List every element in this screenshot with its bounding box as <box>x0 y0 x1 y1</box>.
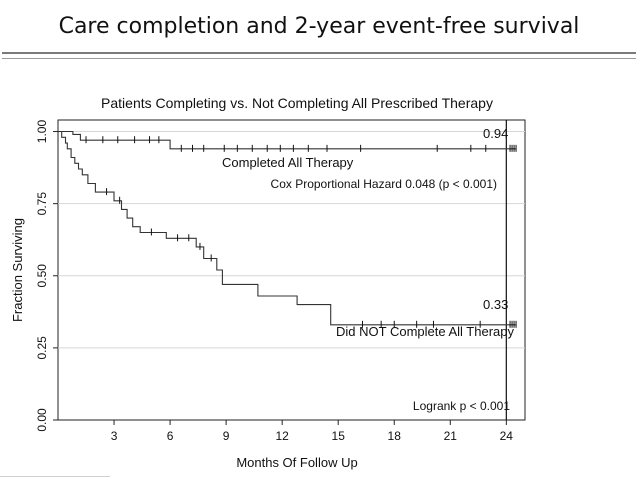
title-rule-thin <box>2 58 636 59</box>
x-tick-label: 18 <box>388 429 402 443</box>
completed-therapy-curve <box>58 130 516 150</box>
cox-annotation: Cox Proportional Hazard 0.048 (p < 0.001… <box>271 177 497 191</box>
grid-lines <box>58 120 525 420</box>
completed-end-value: 0.94 <box>483 126 508 141</box>
y-tick-label: 0.50 <box>35 264 49 288</box>
x-tick-label: 15 <box>332 429 346 443</box>
footer-rule <box>0 476 110 477</box>
not-completed-end-value: 0.33 <box>483 297 508 312</box>
y-tick-label: 1.00 <box>35 120 49 144</box>
x-axis: 3 6 9 12 15 18 21 24 <box>111 420 514 443</box>
y-tick-label: 0.00 <box>35 408 49 432</box>
x-tick-label: 12 <box>275 429 289 443</box>
x-tick-label: 6 <box>167 429 174 443</box>
not-completed-therapy-curve <box>58 130 516 326</box>
y-tick-label: 0.25 <box>35 336 49 360</box>
not-completed-series-label: Did NOT Complete All Therapy <box>336 324 514 339</box>
logrank-annotation: Logrank p < 0.001 <box>413 399 510 413</box>
y-tick-label: 0.75 <box>35 192 49 216</box>
title-rule-thick <box>2 52 636 54</box>
x-tick-label: 21 <box>444 429 458 443</box>
x-tick-label: 24 <box>500 429 514 443</box>
slide-title: Care completion and 2-year event-free su… <box>58 14 580 39</box>
survival-curves <box>58 130 517 328</box>
x-axis-label: Months Of Follow Up <box>236 455 357 470</box>
plot-frame <box>57 119 526 421</box>
x-tick-label: 3 <box>111 429 118 443</box>
completed-series-label: Completed All Therapy <box>222 155 354 170</box>
y-axis: 0.00 0.25 0.50 0.75 1.00 <box>35 120 58 432</box>
chart-title: Patients Completing vs. Not Completing A… <box>101 95 493 111</box>
x-tick-label: 9 <box>223 429 230 443</box>
y-axis-label: Fraction Surviving <box>10 218 25 322</box>
